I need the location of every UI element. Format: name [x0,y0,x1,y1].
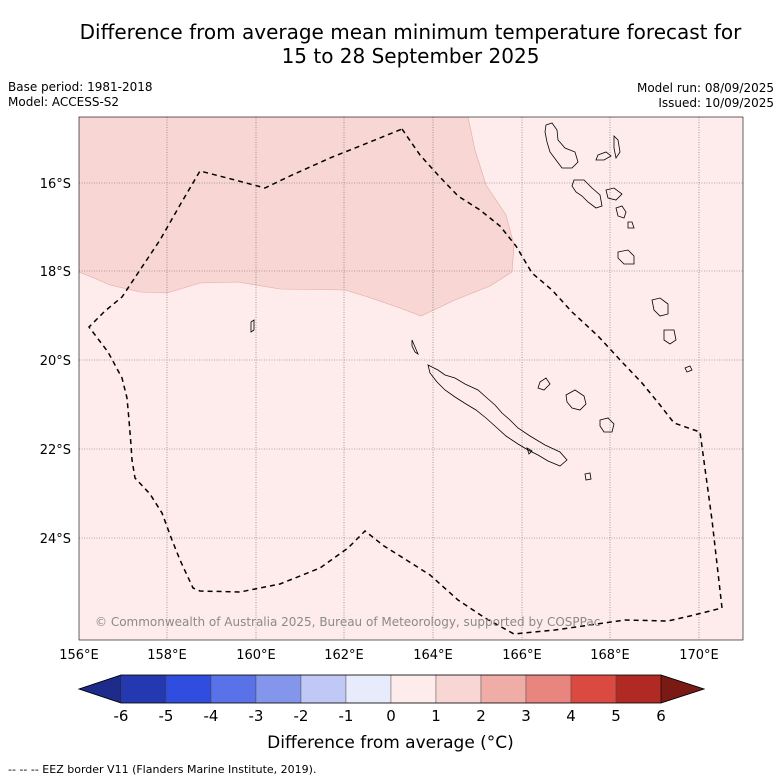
colorbar-swatch [345,674,392,704]
colorbar-outline [77,674,706,704]
colorbar-tick-label: 1 [431,707,441,725]
colorbar-title: Difference from average (°C) [267,733,514,753]
isle-of-pines [526,447,533,455]
meta-left: Base period: 1981-2018 Model: ACCESS-S2 [8,80,153,110]
new-caledonia-coast [427,364,568,467]
lat-tick-22: 22°S [40,443,71,458]
ambae-island [595,151,612,161]
ouvea-island [537,377,551,391]
graticule [79,117,743,640]
epi-island [615,205,627,219]
malakula-island [571,179,603,209]
mare-island [599,417,615,433]
axis-labels: 156°E 158°E 160°E 162°E 164°E 166°E 168°… [40,177,719,663]
colorbar-tick-label: -4 [204,707,219,725]
colorbar-swatch [525,674,572,704]
title-line-2: 15 to 28 September 2025 [281,44,540,68]
base-period-text: Base period: 1981-2018 [8,80,153,94]
coastlines [250,122,693,481]
colorbar-tick-label: -2 [294,707,309,725]
maewo-island [613,135,621,160]
chesterfield-islands [250,319,255,333]
title-line-1: Difference from average mean minimum tem… [79,20,742,44]
lat-tick-20: 20°S [40,354,71,369]
model-text: Model: ACCESS-S2 [8,95,120,109]
model-run-text: Model run: 08/09/2025 [636,81,774,95]
colorbar-arrow-low [78,674,122,704]
lat-tick-16: 16°S [40,177,71,192]
colorbar-swatch [210,674,257,704]
colorbar-tick-label: 5 [611,707,621,725]
colorbar-swatch [435,674,482,704]
belep-island [411,339,419,356]
map-area: © Commonwealth of Australia 2025, Bureau… [79,117,743,640]
issued-text: Issued: 10/09/2025 [658,96,774,110]
pentecost-island [605,187,623,201]
lon-tick-158: 158°E [147,648,187,663]
colorbar-tick-label: 6 [656,707,666,725]
colorbar-swatch [165,674,212,704]
erromango-island [651,297,669,317]
eez-legend-text: -- -- -- EEZ border V11 (Flanders Marine… [8,763,317,776]
colorbar-arrow-high [660,674,705,704]
colorbar-labels: -6 -5 -4 -3 -2 -1 0 1 2 3 4 5 6 [114,707,666,725]
anomaly-1-2-region [79,117,515,317]
lat-tick-24: 24°S [40,532,71,547]
colorbar-swatch [120,674,167,704]
colorbar-tick-label: -6 [114,707,129,725]
lon-tick-170: 170°E [679,648,719,663]
colorbar-tick-label: -1 [339,707,354,725]
efate-island [617,249,635,265]
meta-right: Model run: 08/09/2025 Issued: 10/09/2025 [637,81,774,111]
lon-tick-156: 156°E [59,648,99,663]
lon-tick-166: 166°E [502,648,542,663]
page-title: Difference from average mean minimum tem… [0,20,781,68]
shepherd-islands [627,221,635,229]
colorbar-tick-label: 4 [566,707,576,725]
espiritu-santo-coast [544,122,579,169]
colorbar-tick-label: -5 [159,707,174,725]
colorbar-tick-label: 2 [476,707,486,725]
tanna-island [663,329,677,345]
copyright-text: © Commonwealth of Australia 2025, Bureau… [95,615,600,629]
colorbar-swatch [480,674,527,704]
lon-tick-162: 162°E [324,648,364,663]
colorbar-tick-label: -3 [249,707,264,725]
colorbar-tick-label: 0 [386,707,396,725]
colorbar-tick-label: 3 [521,707,531,725]
lat-tick-18: 18°S [40,265,71,280]
lon-tick-168: 168°E [590,648,630,663]
map-frame [78,116,744,641]
lon-tick-164: 164°E [413,648,453,663]
colorbar [77,674,706,704]
lifou-island [565,389,587,411]
colorbar-swatch [570,674,617,704]
eez-border [88,128,723,635]
colorbar-swatch [300,674,347,704]
colorbar-swatch [390,674,437,704]
colorbar-swatch [255,674,302,704]
lon-tick-160: 160°E [236,648,276,663]
walpole-island [584,472,592,481]
colorbar-swatch [615,674,662,704]
aneityum-island [684,365,693,373]
